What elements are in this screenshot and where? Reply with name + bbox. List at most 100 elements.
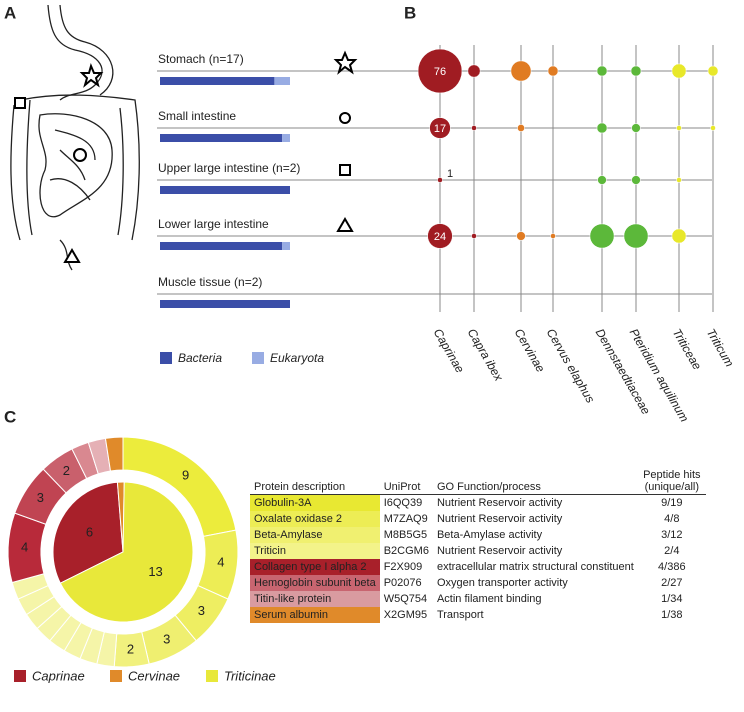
bar-segment [160,300,290,308]
legend-label: Eukaryota [270,351,324,365]
column-header: UniProt [379,468,433,495]
bubble [631,123,641,133]
x-tick-label: Triticeae [670,326,705,372]
legend-label: Bacteria [178,351,222,365]
row-label: Small intestine [158,109,236,123]
bar-segment [160,77,275,85]
table-cell: P02076 [383,577,422,589]
table-row: Hemoglobin subunit beta P02076 Oxygen tran… [250,575,706,591]
table-cell: Globulin-3A [250,494,380,511]
bar-segment [282,242,290,250]
bubble [596,122,608,134]
bubble [710,125,716,131]
row-label: Lower large intestine [158,217,269,231]
x-tick-label: Triticum [704,326,737,369]
table-cell: 3/12 [661,529,683,541]
table-cell: Collagen type I alpha 2 [250,559,380,575]
segment-label: 9 [182,467,189,482]
table-cell: 4/8 [664,513,680,525]
legend-label: Cervinae [128,668,180,683]
x-tick-label: Capra ibex [465,326,507,384]
bubble-label: 76 [434,66,446,78]
column-header: Protein description [250,468,380,495]
segment-label: 6 [86,524,93,539]
bubble [429,117,451,139]
bubble-label: 17 [434,123,446,135]
table-cell: Nutrient Reservoir activity [436,545,563,557]
bar-segment [274,77,290,85]
table-cell: extracellular matrix structural constitu… [436,561,634,573]
bubble [623,223,649,249]
donut-segment [104,436,124,472]
table-cell: F2X909 [383,561,423,573]
row-symbol [339,164,351,176]
table-cell: 2/27 [661,577,683,589]
table-cell: M8B5G5 [383,529,428,541]
row-label: Upper large intestine (n=2) [158,161,300,175]
row-label: Muscle tissue (n=2) [158,275,262,289]
bar-segment [160,242,283,250]
panel-label: C [4,407,16,426]
table-cell: Nutrient Reservoir activity [436,497,563,509]
x-tick-label: Cervus elaphus [544,326,598,405]
bubble [671,63,687,79]
column-header: GO Function/process [432,468,638,495]
table-cell: 9/19 [661,497,683,509]
table-cell: Transport [436,609,484,621]
table-row: Globulin-3A I6QQ39 Nutrient Reservoir acti… [250,494,706,511]
segment-label: 3 [37,490,44,505]
bar-segment [160,186,290,194]
stomach-symbol [79,63,104,88]
bubble [516,231,526,241]
bubble-label: 1 [447,168,453,180]
x-tick-label: Caprinae [431,326,468,375]
bubble [671,228,687,244]
lower-large-symbol [63,248,81,263]
bubble [517,124,525,132]
donut-segment [52,481,124,584]
bubble-label: 24 [434,231,446,243]
table-cell: Nutrient Reservoir activity [436,513,563,525]
table-cell: 2/4 [664,545,680,557]
bubble [550,233,556,239]
legend-swatch [206,670,218,682]
bubble [631,175,641,185]
bubble [437,177,443,183]
segment-label: 3 [198,603,205,618]
table-cell: W5Q754 [383,593,428,605]
bubble [707,65,719,77]
segment-label: 2 [127,642,134,657]
row-label: Stomach (n=17) [158,52,244,66]
small-intestine-symbol [73,148,87,162]
legend-swatch [14,670,26,682]
table-cell: Actin filament binding [436,593,542,605]
bubble [630,65,642,77]
table-cell: Titin-like protein [250,591,380,607]
header-row: Protein description UniProt GO Function/pr… [250,468,706,495]
bubble [547,65,559,77]
table-cell: 1/38 [661,609,683,621]
bubble [471,125,477,131]
table-cell: 4/386 [658,561,686,573]
legend-swatch [252,352,264,364]
donut-segment [59,481,194,623]
legend-swatch [110,670,122,682]
row-symbol [336,217,354,232]
table-row: Collagen type I alpha 2 F2X909 extracellul… [250,559,706,575]
bubble [596,65,608,77]
bar-segment [160,134,283,142]
bubble [510,60,532,82]
table-cell: Triticin [250,543,380,559]
table-cell: B2CGM6 [383,545,429,557]
bubble [427,223,453,249]
bubble [676,125,682,131]
segment-label: 2 [63,463,70,478]
column-header: Peptide hits (unique/all) [637,468,706,495]
table-cell: M7ZAQ9 [383,513,428,525]
bar-segment [282,134,290,142]
x-tick-label: Cervinae [512,326,548,375]
table-cell: Beta-Amylase activity [436,529,543,541]
bubble [597,175,607,185]
